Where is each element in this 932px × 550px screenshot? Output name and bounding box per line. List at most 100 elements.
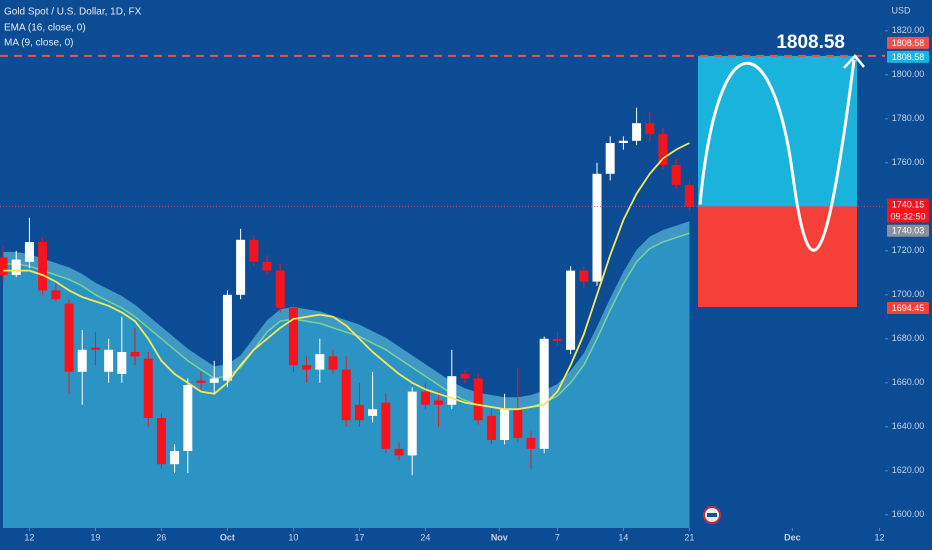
candle-body xyxy=(288,308,298,366)
x-tick-label: 21 xyxy=(684,532,694,542)
countdown: 09:32:50 xyxy=(890,211,925,221)
x-tick-label: 26 xyxy=(156,532,166,542)
logo xyxy=(703,506,721,524)
candle-body xyxy=(592,173,602,282)
projection-arrowhead xyxy=(843,54,865,69)
candle-body xyxy=(0,257,8,275)
candle-body xyxy=(156,418,166,465)
y-tick-label: 1660.00 xyxy=(892,377,925,387)
candle-body xyxy=(618,140,628,143)
x-tick-label: 14 xyxy=(618,532,628,542)
candle-body xyxy=(394,448,404,456)
candle-body xyxy=(420,391,430,405)
candle-body xyxy=(460,374,470,379)
candle-body xyxy=(579,270,589,282)
stop-zone xyxy=(698,206,857,308)
candle-body xyxy=(354,404,364,421)
candle-body xyxy=(513,409,523,438)
candle-body xyxy=(104,349,114,372)
candle-body xyxy=(539,338,549,449)
x-tick-label: Oct xyxy=(220,532,235,542)
chart-title: Gold Spot / U.S. Dollar, 1D, FX xyxy=(4,7,142,18)
target-price-label: 1808.58 xyxy=(892,38,925,48)
candle-body xyxy=(566,270,576,350)
y-tick-label: 1700.00 xyxy=(892,289,925,299)
candle-body xyxy=(632,123,642,141)
candle-body xyxy=(143,358,153,418)
y-tick-label: 1620.00 xyxy=(892,465,925,475)
plot-area xyxy=(0,54,885,528)
candle-body xyxy=(117,352,127,374)
candle-body xyxy=(302,365,312,370)
indicator-label: MA (9, close, 0) xyxy=(4,38,73,49)
x-tick-label: 10 xyxy=(288,532,298,542)
candle-body xyxy=(473,378,483,421)
candle-body xyxy=(341,369,351,421)
x-tick-label: 17 xyxy=(354,532,364,542)
candle-body xyxy=(130,352,140,357)
candle-body xyxy=(183,385,193,451)
x-tick-label: 12 xyxy=(874,532,884,542)
candle-body xyxy=(328,356,338,370)
candle-body xyxy=(368,409,378,416)
candle-body xyxy=(196,380,206,383)
candle-body xyxy=(222,294,232,381)
candle-body xyxy=(11,259,21,275)
x-tick-label: Nov xyxy=(491,532,508,542)
y-tick-label: 1600.00 xyxy=(892,509,925,519)
projection-curve xyxy=(698,59,856,252)
last-price-label: 1740.03 xyxy=(892,226,925,236)
logo-bar xyxy=(707,513,717,517)
candle-body xyxy=(90,347,100,350)
y-tick-label: 1800.00 xyxy=(892,69,925,79)
candle-body xyxy=(64,303,74,372)
x-tick-label: Dec xyxy=(784,532,801,542)
candle-body xyxy=(170,451,180,465)
candle-body xyxy=(407,391,417,456)
candle-body xyxy=(684,184,694,207)
candle-body xyxy=(658,134,668,165)
candle-body xyxy=(671,165,681,185)
candle-body xyxy=(262,261,272,271)
candle-body xyxy=(315,354,325,370)
target-price-label-bg xyxy=(887,36,929,49)
y-tick-label: 1780.00 xyxy=(892,113,925,123)
candle-body xyxy=(51,290,61,300)
candle-body xyxy=(24,242,34,262)
x-tick-label: 12 xyxy=(24,532,34,542)
target-annotation: 1808.58 xyxy=(776,32,845,53)
candle-body xyxy=(447,376,457,405)
y-tick-label: 1760.00 xyxy=(892,157,925,167)
countdown-bg xyxy=(887,210,929,223)
candle-body xyxy=(381,402,391,449)
y-tick-label: 1680.00 xyxy=(892,333,925,343)
candle-body xyxy=(434,400,444,405)
x-tick-label: 19 xyxy=(90,532,100,542)
candle-body xyxy=(645,123,655,135)
indicator-label: EMA (16, close, 0) xyxy=(4,23,86,34)
y-tick-label: 1640.00 xyxy=(892,421,925,431)
stop-price-label: 1694.45 xyxy=(892,303,925,313)
candle-body xyxy=(236,239,246,295)
last-price-label-bg xyxy=(887,224,929,237)
ema-line xyxy=(3,142,690,411)
y-tick-label: 1720.00 xyxy=(892,245,925,255)
entry-price-label: 1740.15 xyxy=(892,199,925,209)
candle-body xyxy=(38,242,48,291)
candle-body xyxy=(486,415,496,440)
candle-body xyxy=(552,338,562,341)
x-tick-label: 24 xyxy=(420,532,430,542)
target-zone xyxy=(698,55,857,207)
currency-label: USD xyxy=(891,5,911,15)
entry-price-label-bg xyxy=(887,198,929,211)
candle-body xyxy=(275,270,285,308)
candle-body xyxy=(209,378,219,383)
target-price-label: 1808.58 xyxy=(892,52,925,62)
candle-body xyxy=(77,349,87,372)
x-tick-label: 7 xyxy=(555,532,560,542)
stop-price-label-bg xyxy=(887,302,929,315)
candle-body xyxy=(526,437,536,449)
y-tick-label: 1820.00 xyxy=(892,25,925,35)
candle-body xyxy=(605,143,615,174)
